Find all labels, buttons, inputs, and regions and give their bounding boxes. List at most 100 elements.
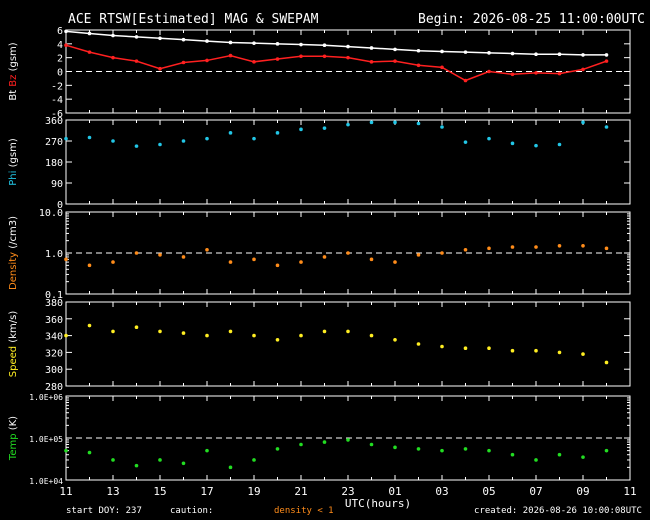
created-time: created: 2026-08-26 10:00:08UTC bbox=[474, 506, 642, 516]
data-point-bz-22 bbox=[581, 67, 585, 72]
y-tick-label-density-2: 0.1 bbox=[45, 290, 63, 301]
data-point-phi-10 bbox=[299, 127, 303, 132]
y-tick-label-phi-4: 0 bbox=[57, 200, 63, 211]
panel-frame-phi bbox=[65, 119, 631, 205]
y-axis-label-mag: Bt Bz (gsm) bbox=[8, 42, 19, 100]
data-point-density-22 bbox=[581, 243, 585, 248]
data-point-density-11 bbox=[322, 255, 327, 259]
data-point-temp-2 bbox=[111, 458, 115, 462]
data-point-bz-18 bbox=[487, 69, 491, 74]
data-point-bz-1 bbox=[87, 50, 92, 54]
data-point-bt-22 bbox=[581, 53, 585, 57]
data-point-density-8 bbox=[252, 257, 256, 262]
data-point-bz-2 bbox=[111, 55, 115, 60]
data-point-phi-20 bbox=[534, 143, 538, 148]
data-point-temp-14 bbox=[393, 445, 397, 450]
data-point-bz-21 bbox=[557, 71, 562, 76]
data-point-density-18 bbox=[487, 246, 491, 251]
data-point-temp-1 bbox=[87, 450, 92, 455]
data-point-phi-11 bbox=[322, 126, 327, 130]
data-point-bz-14 bbox=[393, 59, 397, 63]
data-point-temp-0 bbox=[64, 448, 68, 453]
data-point-phi-23 bbox=[604, 125, 609, 129]
data-point-phi-2 bbox=[111, 139, 115, 143]
x-tick-label-4: 19 bbox=[247, 485, 260, 498]
data-point-bz-0 bbox=[64, 43, 68, 48]
data-point-bt-9 bbox=[275, 42, 280, 46]
y-tick-label-speed-5: 280 bbox=[45, 382, 63, 393]
data-point-phi-4 bbox=[158, 142, 162, 147]
data-point-speed-6 bbox=[205, 333, 209, 338]
x-tick-label-0: 11 bbox=[59, 485, 72, 498]
data-point-speed-22 bbox=[581, 352, 585, 356]
data-point-temp-22 bbox=[581, 455, 585, 459]
data-point-phi-1 bbox=[87, 135, 92, 140]
data-point-temp-20 bbox=[534, 458, 538, 462]
data-point-bt-1 bbox=[87, 31, 92, 36]
data-point-density-13 bbox=[369, 257, 374, 262]
data-point-density-12 bbox=[346, 251, 350, 255]
data-point-bt-3 bbox=[134, 35, 139, 39]
data-point-temp-4 bbox=[158, 458, 162, 462]
data-point-phi-17 bbox=[463, 140, 468, 144]
data-point-density-7 bbox=[228, 260, 233, 264]
data-point-speed-18 bbox=[487, 346, 491, 351]
data-point-density-0 bbox=[64, 257, 68, 262]
data-point-phi-16 bbox=[440, 125, 444, 129]
y-tick-label-speed-3: 320 bbox=[45, 348, 63, 359]
x-tick-label-11: 09 bbox=[576, 485, 589, 498]
y-axis-label-part-mag-2: (gsm) bbox=[8, 42, 19, 74]
data-point-phi-19 bbox=[510, 141, 515, 146]
data-point-temp-21 bbox=[557, 452, 562, 457]
data-point-phi-0 bbox=[64, 136, 68, 141]
y-tick-label-mag-5: -4 bbox=[51, 95, 63, 106]
data-point-bt-10 bbox=[299, 42, 303, 47]
series-bt-line bbox=[65, 30, 607, 56]
data-point-phi-14 bbox=[393, 120, 397, 125]
y-tick-label-mag-0: 6 bbox=[57, 26, 63, 37]
data-point-bt-11 bbox=[322, 43, 327, 48]
data-point-bt-16 bbox=[440, 49, 444, 54]
y-axis-label-part-mag-1: Bz bbox=[8, 75, 19, 90]
data-point-speed-16 bbox=[440, 344, 444, 349]
begin-time: Begin: 2026-08-25 11:00:00UTC bbox=[418, 12, 645, 27]
data-point-speed-2 bbox=[111, 329, 115, 334]
data-point-bt-21 bbox=[557, 52, 562, 57]
panel-frame-speed bbox=[65, 301, 631, 387]
y-axis-label-part-temp-0: Temp bbox=[8, 433, 19, 461]
data-point-bt-8 bbox=[252, 41, 256, 45]
y-tick-label-density-1: 1.0 bbox=[45, 249, 63, 260]
data-point-speed-15 bbox=[416, 342, 421, 346]
data-point-bt-4 bbox=[158, 36, 162, 41]
caution-label: caution: bbox=[170, 506, 214, 516]
x-tick-label-1: 13 bbox=[106, 485, 119, 498]
y-tick-label-mag-2: 2 bbox=[57, 54, 63, 65]
data-point-phi-18 bbox=[487, 136, 491, 141]
data-point-temp-19 bbox=[510, 452, 515, 457]
y-tick-label-density-0: 10.0 bbox=[39, 208, 63, 219]
y-tick-label-mag-6: -6 bbox=[51, 109, 63, 120]
data-point-speed-13 bbox=[369, 333, 374, 338]
data-point-temp-6 bbox=[205, 448, 209, 453]
data-point-density-2 bbox=[111, 260, 115, 264]
data-point-temp-10 bbox=[299, 442, 303, 447]
data-point-density-15 bbox=[416, 253, 421, 257]
data-point-temp-17 bbox=[463, 447, 468, 451]
data-point-density-17 bbox=[463, 247, 468, 252]
data-point-speed-0 bbox=[64, 333, 68, 338]
data-point-speed-3 bbox=[134, 325, 139, 330]
data-point-bz-13 bbox=[369, 60, 374, 64]
data-point-temp-8 bbox=[252, 458, 256, 462]
data-point-bt-7 bbox=[228, 40, 233, 45]
data-point-temp-7 bbox=[228, 465, 233, 470]
y-axis-label-part-mag-0: Bt bbox=[8, 90, 19, 101]
data-point-speed-19 bbox=[510, 348, 515, 353]
data-point-bz-3 bbox=[134, 59, 139, 63]
y-axis-label-part-density-1: (/cm3) bbox=[8, 216, 19, 252]
data-point-bt-13 bbox=[369, 46, 374, 50]
y-tick-label-phi-1: 270 bbox=[45, 137, 63, 148]
x-tick-label-9: 05 bbox=[482, 485, 495, 498]
data-point-bz-7 bbox=[228, 53, 233, 58]
data-point-bt-5 bbox=[181, 37, 186, 42]
